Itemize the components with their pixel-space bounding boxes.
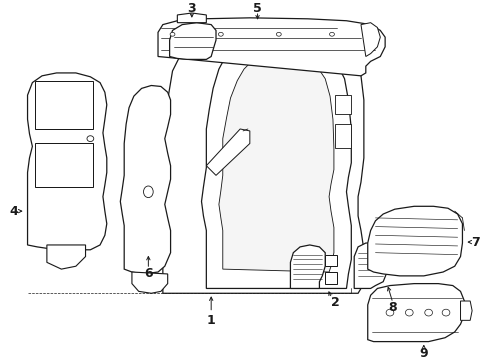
Polygon shape <box>219 55 334 272</box>
Ellipse shape <box>405 309 413 316</box>
Polygon shape <box>206 129 250 175</box>
Ellipse shape <box>219 32 223 36</box>
Polygon shape <box>368 284 465 342</box>
Polygon shape <box>121 85 171 274</box>
Polygon shape <box>35 81 93 129</box>
Text: 1: 1 <box>207 314 216 327</box>
Polygon shape <box>325 255 337 266</box>
Text: 8: 8 <box>389 301 397 314</box>
Ellipse shape <box>425 309 433 316</box>
Text: 4: 4 <box>10 204 19 218</box>
Polygon shape <box>132 272 168 293</box>
Ellipse shape <box>170 32 175 36</box>
Ellipse shape <box>386 309 394 316</box>
Polygon shape <box>325 272 337 284</box>
Ellipse shape <box>442 309 450 316</box>
Text: 7: 7 <box>471 235 480 248</box>
Polygon shape <box>361 23 380 57</box>
Polygon shape <box>368 206 463 276</box>
Polygon shape <box>158 27 364 293</box>
Polygon shape <box>158 18 385 76</box>
Ellipse shape <box>144 186 153 198</box>
Polygon shape <box>27 73 107 250</box>
Polygon shape <box>335 124 351 148</box>
Polygon shape <box>354 243 387 288</box>
Text: 3: 3 <box>188 2 196 15</box>
Text: 6: 6 <box>144 267 153 280</box>
Ellipse shape <box>330 32 334 36</box>
Ellipse shape <box>276 32 281 36</box>
Polygon shape <box>201 36 351 288</box>
Polygon shape <box>177 13 206 23</box>
Text: 2: 2 <box>330 296 339 310</box>
Text: 5: 5 <box>253 2 262 15</box>
Text: 9: 9 <box>419 347 428 360</box>
Polygon shape <box>461 301 472 320</box>
Polygon shape <box>35 144 93 187</box>
Ellipse shape <box>87 136 94 141</box>
Polygon shape <box>335 95 351 114</box>
Polygon shape <box>291 245 325 288</box>
Polygon shape <box>47 245 86 269</box>
Polygon shape <box>170 23 216 59</box>
